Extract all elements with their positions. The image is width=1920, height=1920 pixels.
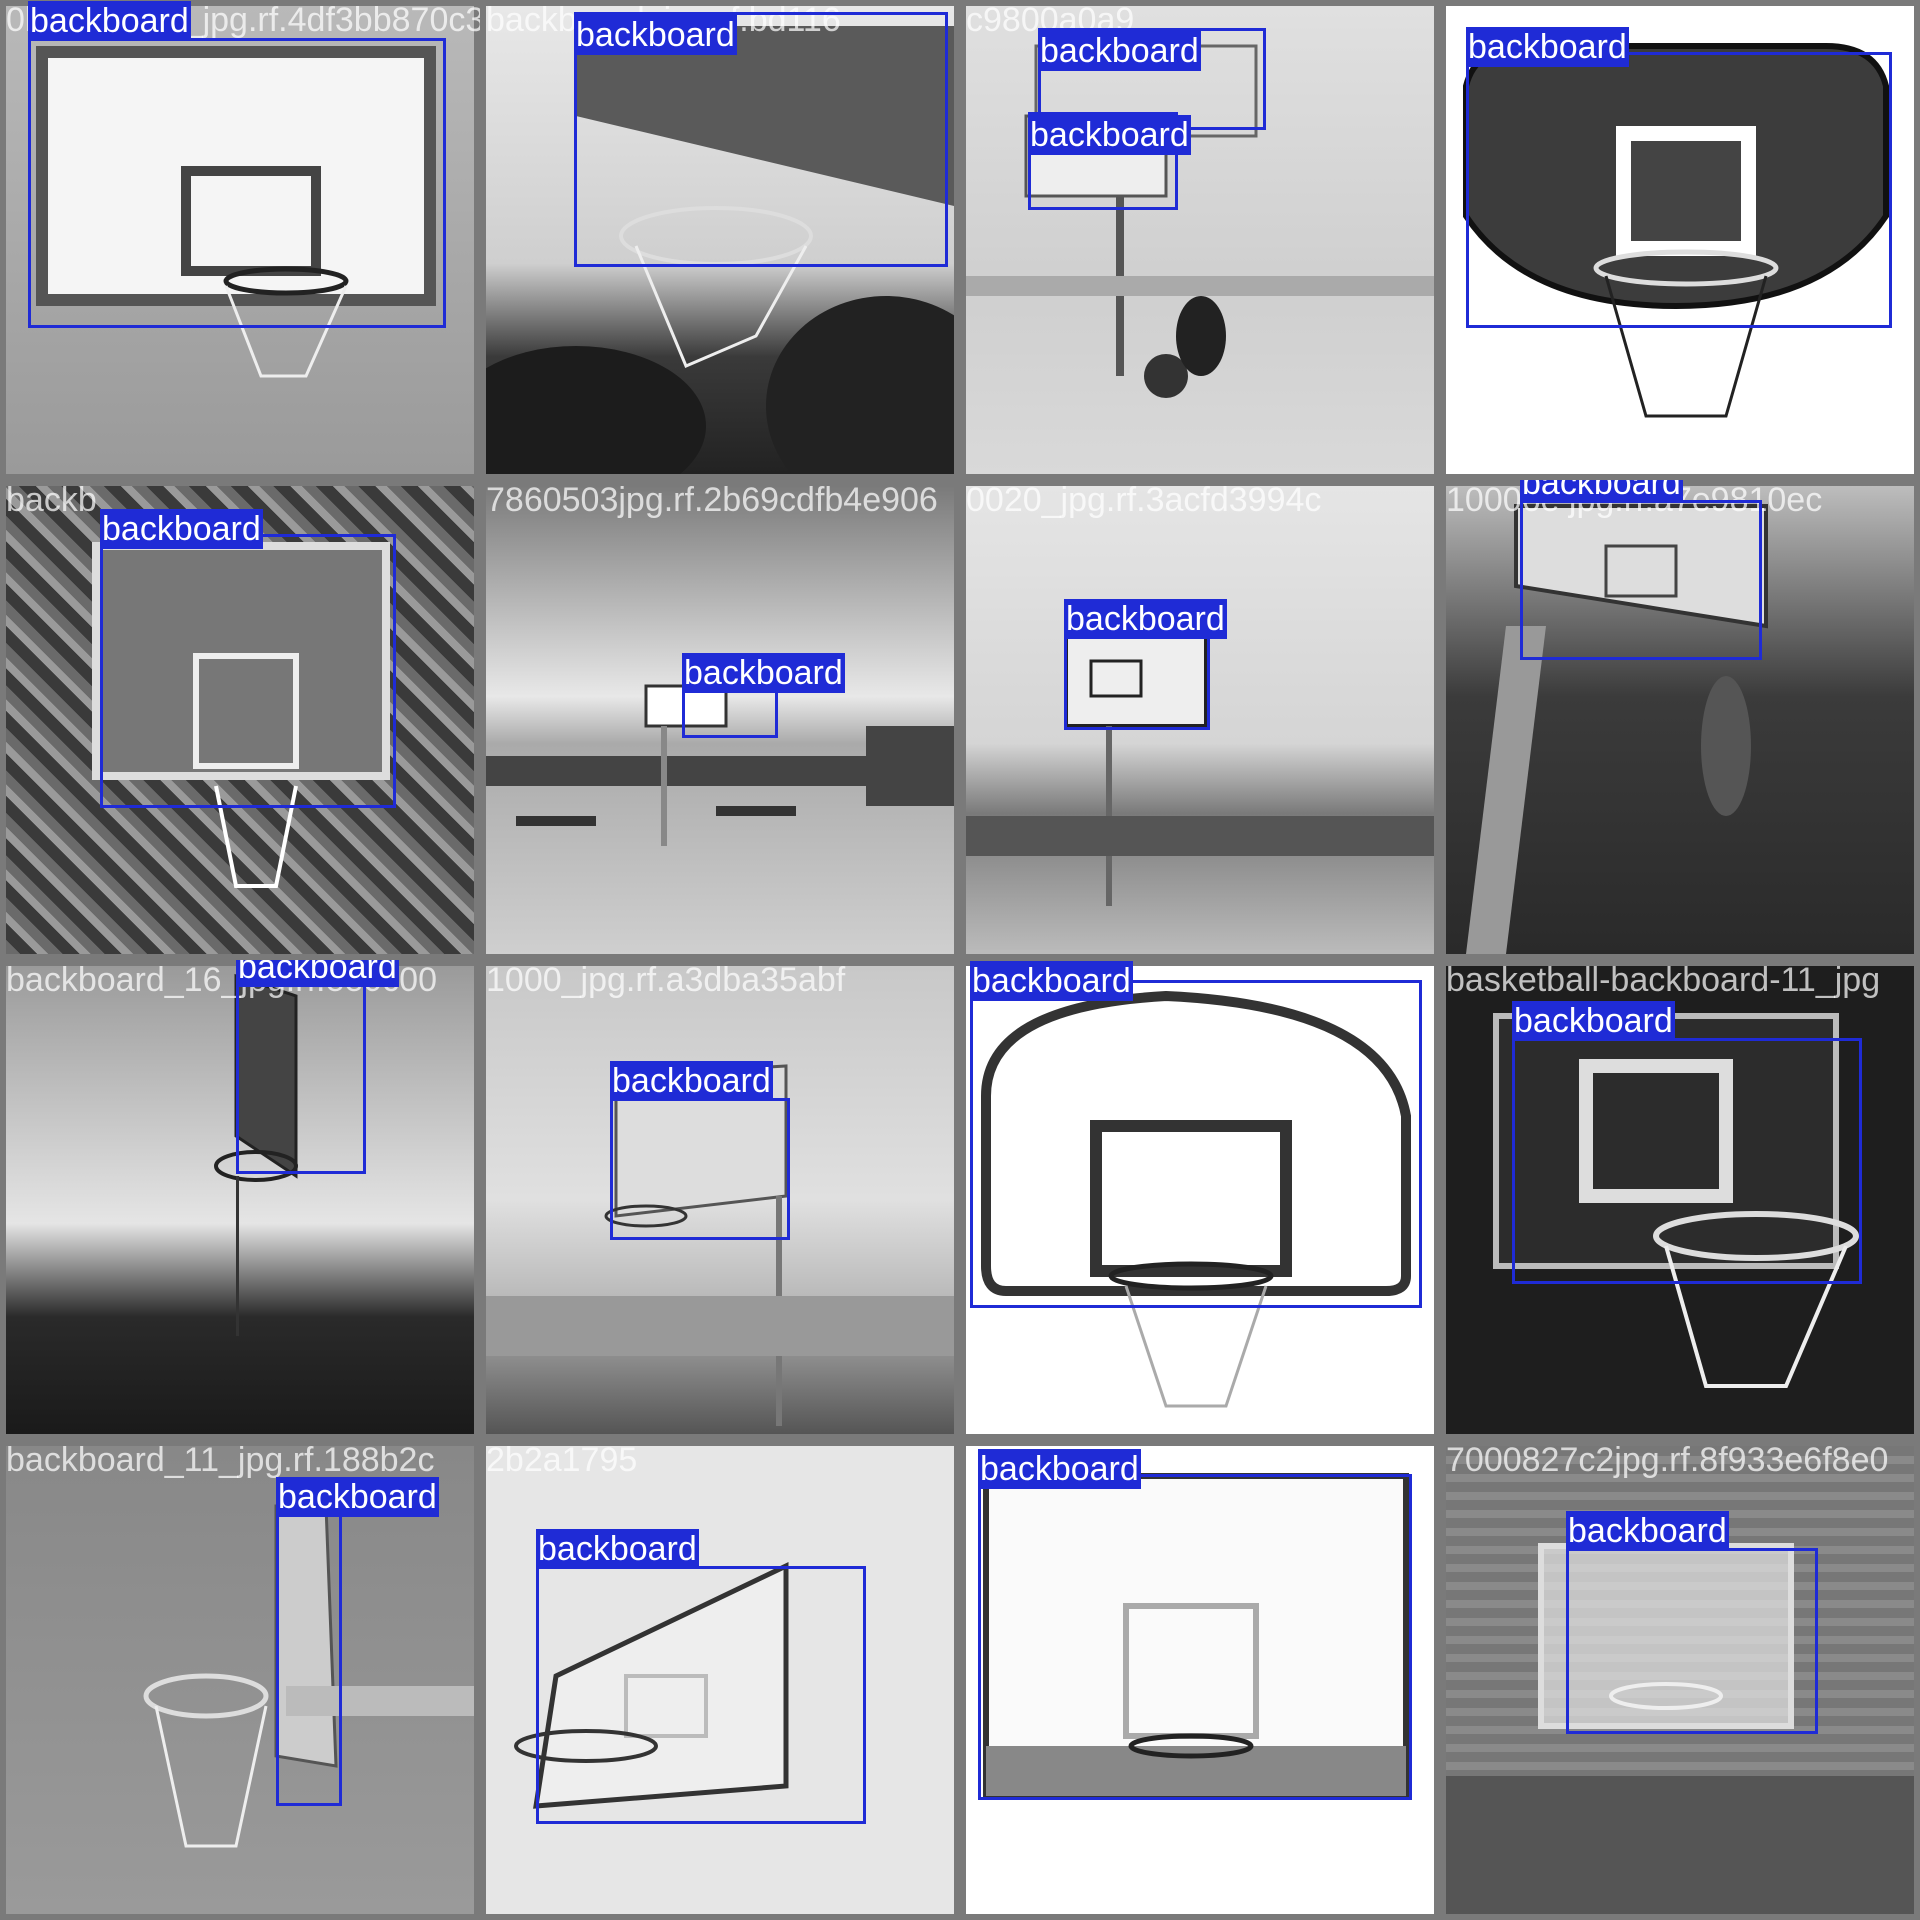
photo-crowd-backboard bbox=[6, 486, 474, 954]
photo-outdoor-court bbox=[486, 486, 954, 954]
class-label: backboard bbox=[1512, 1001, 1675, 1041]
bounding-box: backboard bbox=[574, 12, 948, 267]
tile-7: 0020_jpg.rf.3acfd3994c backboard bbox=[960, 480, 1440, 960]
tile-1: 0backboard_jpg.rf.4df3bb870c33 backboard bbox=[0, 0, 480, 480]
image-filename: backboard_11_jpg.rf.188b2c bbox=[6, 1441, 435, 1479]
backboard-illustration bbox=[486, 26, 954, 474]
backboard-illustration bbox=[514, 1562, 789, 1809]
photo-silhouette-hoop bbox=[6, 966, 474, 1434]
tile-9: backboard_16_jpg.rf.ee0c00 backboard bbox=[0, 960, 480, 1440]
tile-2: backboard_jpg.rf.bd116 backboard bbox=[480, 0, 960, 480]
class-label: backboard bbox=[1038, 31, 1201, 71]
photo-clear-backboard bbox=[966, 1446, 1434, 1914]
image-filename: 0020_jpg.rf.3acfd3994c bbox=[966, 481, 1322, 519]
class-label: backboard bbox=[610, 1061, 773, 1101]
backboard-illustration bbox=[1446, 1543, 1914, 1914]
image-filename: basketball-backboard-11_jpg bbox=[1446, 961, 1881, 999]
scene-illustration bbox=[486, 684, 954, 846]
backboard-illustration bbox=[981, 990, 1411, 1408]
tile-13: backboard_11_jpg.rf.188b2c backboard bbox=[0, 1440, 480, 1920]
backboard-illustration bbox=[1463, 43, 1889, 418]
bounding-box: backboard bbox=[1028, 112, 1191, 210]
image-filename: 7000827c2jpg.rf.8f933e6f8e0 bbox=[1446, 1441, 1889, 1479]
scene-illustration bbox=[966, 634, 1434, 906]
class-label: backboard bbox=[100, 509, 263, 549]
bounding-box: backboard bbox=[1566, 1511, 1818, 1734]
tile-15: 9f59827ac2cf9 backboard bbox=[960, 1440, 1440, 1920]
tile-16: 7000827c2jpg.rf.8f933e6f8e0 backboard bbox=[1440, 1440, 1920, 1920]
image-filename: backb bbox=[6, 481, 97, 519]
bounding-box: backboard bbox=[28, 1, 446, 328]
class-label: backboard bbox=[574, 15, 737, 55]
backboard-illustration bbox=[983, 1473, 1409, 1799]
photo-fenced-court bbox=[486, 966, 954, 1434]
tile-3: c9800a0a9 backboard backboard bbox=[960, 0, 1440, 480]
tile-10: 1000_jpg.rf.a3dba35abf backboard bbox=[480, 960, 960, 1440]
class-label: backboard bbox=[236, 960, 399, 987]
photo-side-backboard bbox=[6, 1446, 474, 1914]
bounding-box: backboard bbox=[1512, 1001, 1862, 1284]
bounding-box: backboard bbox=[236, 960, 399, 1174]
tile-11: 7d45ffb backboard bbox=[960, 960, 1440, 1440]
bounding-box: backboard bbox=[970, 961, 1422, 1308]
tile-12: basketball-backboard-11_jpg backboard bbox=[1440, 960, 1920, 1440]
class-label: backboard bbox=[1566, 1511, 1729, 1551]
bounding-box: backboard bbox=[536, 1529, 866, 1824]
tile-5: backb backboard bbox=[0, 480, 480, 960]
bounding-box: backboard bbox=[610, 1061, 790, 1240]
photo-backboard-indoor bbox=[6, 6, 474, 474]
image-filename: 1000_jpg.rf.a3dba35abf bbox=[486, 961, 846, 999]
tile-14: 2b2a1795 backboard bbox=[480, 1440, 960, 1920]
class-label: backboard bbox=[1466, 27, 1629, 67]
class-label: backboard bbox=[682, 653, 845, 693]
photo-girl-with-ball bbox=[966, 6, 1434, 474]
bounding-box: backboard bbox=[1520, 480, 1762, 660]
class-label: backboard bbox=[1064, 599, 1227, 639]
class-label: backboard bbox=[1028, 115, 1191, 155]
scene-illustration bbox=[486, 1064, 954, 1426]
bounding-box: backboard bbox=[978, 1449, 1412, 1800]
class-label: backboard bbox=[28, 1, 191, 41]
class-label: backboard bbox=[970, 961, 1133, 1001]
class-label: backboard bbox=[276, 1477, 439, 1517]
tile-8: 10006e jpg.rf.a7e9810ec backboard bbox=[1440, 480, 1920, 960]
photo-dunk bbox=[1446, 486, 1914, 954]
photo-fan-backboard bbox=[966, 966, 1434, 1434]
tile-6: 7860503jpg.rf.2b69cdfb4e906 backboard bbox=[480, 480, 960, 960]
bounding-box: backboard bbox=[100, 509, 396, 808]
class-label: backboard bbox=[536, 1529, 699, 1569]
photo-park-court bbox=[966, 486, 1434, 954]
backboard-illustration bbox=[36, 46, 436, 378]
bounding-box: backboard bbox=[1466, 27, 1892, 328]
bounding-box: backboard bbox=[1064, 599, 1227, 730]
bounding-box: backboard bbox=[682, 653, 845, 738]
tile-4: ad5cb69109a backboard bbox=[1440, 0, 1920, 480]
image-filename: 2b2a1795 bbox=[486, 1441, 638, 1479]
photo-backboard-low-angle bbox=[486, 6, 954, 474]
scene-illustration bbox=[1466, 504, 1768, 954]
class-label: backboard bbox=[978, 1449, 1141, 1489]
class-label: backboard bbox=[1520, 480, 1683, 503]
bounding-box: backboard bbox=[276, 1477, 439, 1806]
photo-pure-backboard bbox=[1446, 6, 1914, 474]
photo-glass-backboard bbox=[486, 1446, 954, 1914]
photo-spalding-backboard bbox=[1446, 966, 1914, 1434]
image-filename: 7860503jpg.rf.2b69cdfb4e906 bbox=[486, 481, 938, 519]
